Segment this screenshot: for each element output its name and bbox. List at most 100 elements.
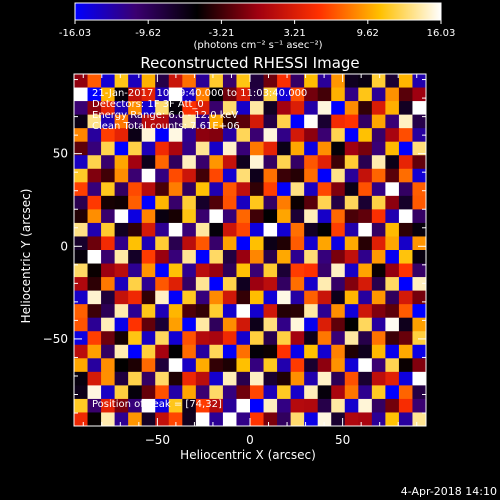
- heatmap-cell: [87, 209, 102, 224]
- heatmap-cell: [290, 304, 305, 319]
- heatmap-cell: [250, 209, 265, 224]
- heatmap-cell: [317, 250, 332, 265]
- heatmap-cell: [250, 101, 265, 116]
- heatmap-cell: [398, 317, 414, 332]
- heatmap-cell: [182, 101, 197, 116]
- heatmap-cell: [250, 290, 265, 305]
- heatmap-cell: [128, 128, 143, 143]
- heatmap-cell: [250, 141, 265, 156]
- heatmap-cell: [250, 155, 265, 170]
- heatmap-cell: [141, 87, 156, 102]
- heatmap-cell: [358, 155, 373, 170]
- heatmap-cell: [222, 114, 238, 129]
- heatmap-cell: [101, 168, 116, 183]
- heatmap-cell: [155, 317, 170, 332]
- heatmap-cell: [168, 74, 183, 89]
- heatmap-cell: [182, 358, 197, 373]
- heatmap-cell: [141, 331, 156, 346]
- heatmap-cell: [141, 398, 156, 414]
- heatmap-cell: [304, 74, 319, 89]
- heatmap-cell: [317, 114, 332, 129]
- heatmap-cell: [222, 358, 238, 373]
- heatmap-cell: [385, 101, 400, 116]
- heatmap-cell: [371, 209, 386, 224]
- heatmap-cell: [101, 87, 116, 102]
- heatmap-cell: [209, 304, 224, 319]
- heatmap-cell: [101, 317, 116, 332]
- heatmap-cell: [344, 182, 359, 197]
- heatmap-cell: [263, 182, 278, 197]
- heatmap-cell: [371, 114, 386, 129]
- heatmap-cell: [358, 290, 373, 305]
- heatmap-cell: [317, 101, 332, 116]
- heatmap-cell: [371, 344, 386, 359]
- x-tick-label: −50: [145, 433, 170, 447]
- heatmap-cell: [114, 358, 129, 373]
- heatmap-cell: [222, 128, 238, 143]
- heatmap-cell: [182, 182, 197, 197]
- heatmap-cell: [371, 317, 386, 332]
- heatmap-cell: [398, 250, 414, 265]
- heatmap-cell: [141, 128, 156, 143]
- heatmap-cell: [141, 222, 156, 238]
- heatmap-cell: [141, 250, 156, 265]
- heatmap-cell: [182, 385, 197, 400]
- heatmap-cell: [344, 263, 359, 278]
- heatmap-cell: [358, 371, 373, 386]
- y-tick-label: 0: [60, 239, 68, 253]
- heatmap-cell: [290, 168, 305, 183]
- heatmap-cell: [74, 277, 89, 292]
- heatmap-cell: [263, 141, 278, 156]
- heatmap-cell: [141, 209, 156, 224]
- heatmap-cell: [277, 101, 292, 116]
- heatmap-cell: [412, 290, 426, 305]
- heatmap-cell: [222, 398, 238, 414]
- heatmap-cell: [385, 358, 400, 373]
- heatmap-cell: [290, 290, 305, 305]
- heatmap-cell: [141, 182, 156, 197]
- heatmap-cell: [331, 101, 346, 116]
- heatmap-cell: [344, 168, 359, 183]
- heatmap-cell: [371, 263, 386, 278]
- heatmap-cell: [74, 385, 89, 400]
- heatmap-cell: [250, 344, 265, 359]
- heatmap-cell: [209, 101, 224, 116]
- heatmap-cell: [412, 317, 426, 332]
- heatmap-cell: [114, 290, 129, 305]
- colorbar-tick-label: -16.03: [59, 28, 91, 39]
- heatmap-cell: [87, 358, 102, 373]
- heatmap-cell: [195, 371, 210, 386]
- heatmap-cell: [101, 128, 116, 143]
- heatmap-cell: [101, 222, 116, 238]
- heatmap-cell: [304, 114, 319, 129]
- heatmap-cell: [101, 371, 116, 386]
- heatmap-cell: [155, 371, 170, 386]
- heatmap-cell: [236, 412, 251, 426]
- heatmap-cell: [74, 114, 89, 129]
- colorbar-tick-label: 16.03: [427, 28, 456, 39]
- heatmap-cell: [412, 304, 426, 319]
- heatmap-cell: [222, 236, 238, 251]
- heatmap-cell: [290, 385, 305, 400]
- heatmap-cell: [195, 385, 210, 400]
- heatmap-cell: [371, 195, 386, 210]
- heatmap-cell: [168, 304, 183, 319]
- heatmap-cell: [304, 317, 319, 332]
- heatmap-cell: [182, 371, 197, 386]
- heatmap-cell: [317, 128, 332, 143]
- heatmap-cell: [371, 155, 386, 170]
- heatmap-cell: [304, 87, 319, 102]
- heatmap-cell: [209, 168, 224, 183]
- heatmap-cell: [304, 209, 319, 224]
- heatmap-cell: [371, 412, 386, 426]
- heatmap-cell: [331, 412, 346, 426]
- heatmap-cell: [263, 101, 278, 116]
- heatmap-cell: [222, 317, 238, 332]
- heatmap-cell: [168, 222, 183, 238]
- heatmap-cell: [101, 250, 116, 265]
- heatmap-cell: [236, 398, 251, 414]
- heatmap-cell: [209, 182, 224, 197]
- heatmap-cell: [87, 263, 102, 278]
- heatmap-cell: [304, 277, 319, 292]
- heatmap-cell: [236, 250, 251, 265]
